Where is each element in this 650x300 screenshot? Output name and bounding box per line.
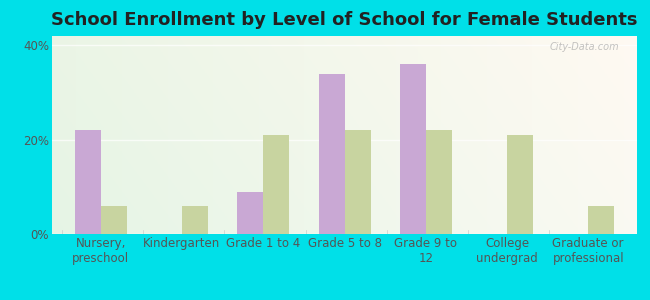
Bar xyxy=(318,74,344,234)
Bar xyxy=(426,130,452,234)
Bar xyxy=(75,130,101,234)
Bar xyxy=(588,206,614,234)
Bar xyxy=(182,206,208,234)
Bar xyxy=(237,192,263,234)
Title: School Enrollment by Level of School for Female Students: School Enrollment by Level of School for… xyxy=(51,11,638,29)
Bar xyxy=(101,206,127,234)
Bar xyxy=(344,130,370,234)
Bar xyxy=(263,135,289,234)
Text: City-Data.com: City-Data.com xyxy=(550,42,619,52)
Bar xyxy=(507,135,533,234)
Bar xyxy=(400,64,426,234)
